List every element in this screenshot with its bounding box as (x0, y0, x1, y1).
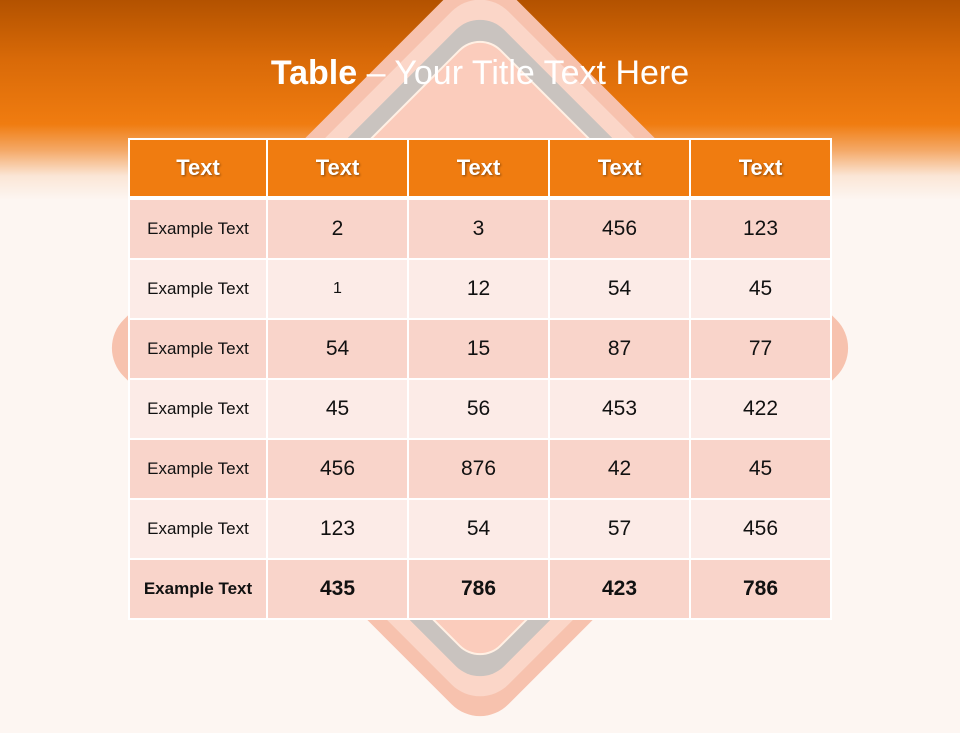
title-bold: Table (270, 54, 358, 92)
slide-title: Table – Your Title Text Here (0, 54, 960, 93)
table-cell: 87 (548, 318, 691, 380)
table-cell: 54 (548, 258, 691, 320)
row-label: Example Text (128, 378, 268, 440)
table-cell: 123 (689, 197, 832, 260)
table-cell: 456 (548, 197, 691, 260)
table-cell: 456 (689, 498, 832, 560)
table-cell: 57 (548, 498, 691, 560)
table-cell: 422 (689, 378, 832, 440)
table-cell: 456 (266, 438, 409, 500)
table-cell: 123 (266, 498, 409, 560)
column-header: Text (128, 138, 268, 199)
row-label: Example Text (128, 498, 268, 560)
table-cell: 12 (407, 258, 550, 320)
row-label: Example Text (128, 197, 268, 260)
table-cell: 54 (407, 498, 550, 560)
column-header: Text (689, 138, 832, 199)
table-row: Example Text 54 15 87 77 (128, 318, 832, 380)
table-header-row: Text Text Text Text Text (128, 138, 832, 199)
row-label: Example Text (128, 558, 268, 620)
table-cell: 2 (266, 197, 409, 260)
table-cell: 42 (548, 438, 691, 500)
table-cell: 3 (407, 197, 550, 260)
column-header: Text (266, 138, 409, 199)
table-cell: 45 (689, 258, 832, 320)
column-header: Text (548, 138, 691, 199)
title-rest: – Your Title Text Here (357, 54, 690, 92)
table-cell: 77 (689, 318, 832, 380)
table-cell: 453 (548, 378, 691, 440)
table-cell: 786 (689, 558, 832, 620)
table-row: Example Text 456 876 42 45 (128, 438, 832, 500)
table-cell: 1 (266, 258, 409, 320)
table-cell: 15 (407, 318, 550, 380)
table-row: Example Text 2 3 456 123 (128, 197, 832, 260)
table-cell: 56 (407, 378, 550, 440)
table-cell: 423 (548, 558, 691, 620)
row-label: Example Text (128, 438, 268, 500)
table-row: Example Text 123 54 57 456 (128, 498, 832, 560)
column-header: Text (407, 138, 550, 199)
table-cell: 45 (689, 438, 832, 500)
table-cell: 54 (266, 318, 409, 380)
table-cell: 45 (266, 378, 409, 440)
table-cell: 876 (407, 438, 550, 500)
row-label: Example Text (128, 318, 268, 380)
table-row: Example Text 45 56 453 422 (128, 378, 832, 440)
row-label: Example Text (128, 258, 268, 320)
table-total-row: Example Text 435 786 423 786 (128, 558, 832, 620)
table-row: Example Text 1 12 54 45 (128, 258, 832, 320)
data-table: Text Text Text Text Text Example Text 2 3 456 12… (128, 138, 832, 620)
table-cell: 435 (266, 558, 409, 620)
table-cell: 786 (407, 558, 550, 620)
